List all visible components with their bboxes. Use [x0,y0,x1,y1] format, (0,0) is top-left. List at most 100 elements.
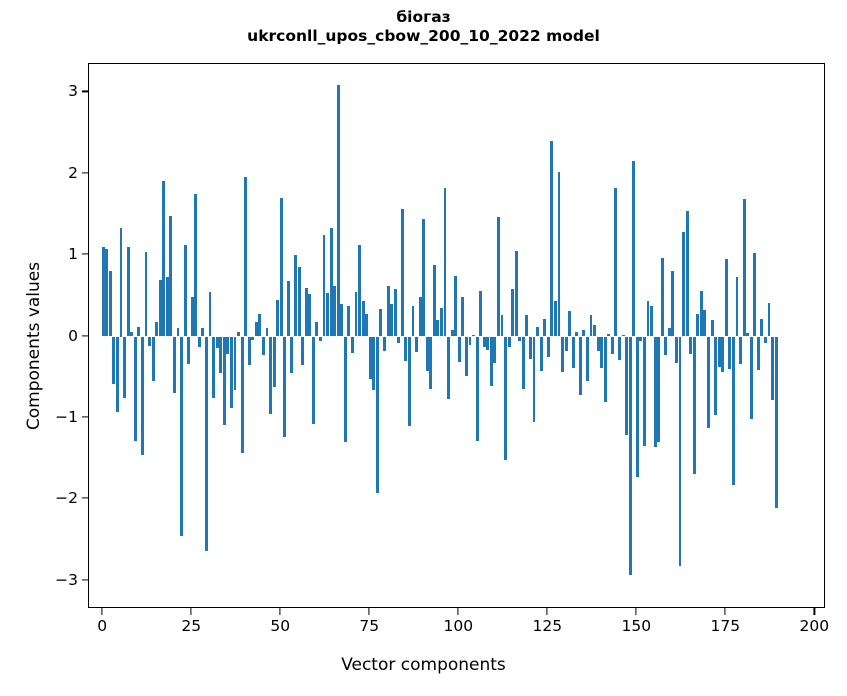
bar [546,336,550,357]
bar [354,291,358,337]
bar [297,266,301,337]
chart-title: біогаз ukrconll_upos_cbow_200_10_2022 mo… [0,8,847,46]
bar [222,336,226,426]
bar [653,336,657,448]
bar [571,336,575,369]
bar [464,336,468,376]
bar [536,326,540,337]
bar [194,194,198,337]
bar [585,336,589,382]
bar [208,291,212,337]
bar [543,318,547,337]
bar [123,336,127,399]
x-tick-mark [101,608,103,615]
bar [237,332,240,337]
bar [144,251,148,337]
bar [165,277,169,337]
bar [500,315,504,337]
bar [130,331,134,337]
x-tick-label: 0 [97,617,108,635]
bar [151,336,155,382]
y-tick-mark [81,90,89,93]
bar [265,328,269,337]
bar [753,252,757,337]
bar [553,300,557,337]
bar [432,264,436,337]
bar [415,336,418,352]
x-tick-mark [190,608,192,615]
bar [379,308,383,337]
bar [532,336,536,422]
x-tick-mark [457,608,459,615]
bar [472,334,475,337]
bar [212,336,216,398]
bar [539,336,543,371]
bar [607,334,611,337]
y-tick-label: −1 [55,407,78,426]
bar [290,336,294,374]
bar [675,336,678,364]
bar [140,336,144,456]
bar [215,336,219,348]
bar [646,300,650,337]
bar [650,305,653,337]
bar [454,276,458,337]
bar [375,336,379,493]
bar [126,247,130,337]
bar [699,290,703,337]
bar [318,336,322,341]
bar [383,336,386,352]
bar [440,308,443,337]
bar [564,336,568,352]
bar [244,177,248,337]
bar [660,258,664,337]
bar [689,336,693,355]
bar [176,328,180,337]
bar [301,336,305,365]
bar [475,336,479,441]
bar [511,288,515,337]
bar [486,336,490,350]
bar [489,336,493,387]
bar [368,336,372,379]
bar [657,336,661,443]
bar [735,277,739,337]
bar [112,336,116,384]
bar [678,336,682,566]
bar [610,336,614,354]
bar [760,319,764,337]
bar [707,336,710,429]
bar [614,188,618,337]
bar [148,336,151,347]
bar [247,336,251,365]
bar [578,336,582,396]
bar-series [89,64,824,607]
y-tick-label: 3 [68,82,78,101]
bar [197,336,201,348]
bar [603,336,607,402]
bar [664,336,668,356]
bar [162,181,166,337]
bar [322,234,326,337]
bar [625,336,629,435]
bar [450,329,454,337]
bar [326,293,329,337]
bar [172,336,176,393]
x-tick-label: 75 [359,617,380,635]
bar [400,208,404,337]
y-tick-mark [81,416,89,418]
bar [308,294,312,337]
bar [568,311,572,337]
bar [251,336,255,340]
bar [557,172,561,337]
plot-area [88,63,825,608]
bar [343,336,347,443]
bar [425,336,429,371]
bar [358,245,362,337]
bar [226,336,230,355]
bar [632,160,636,337]
bar [169,216,173,337]
y-tick-label: 2 [68,163,78,182]
bar [518,336,522,341]
